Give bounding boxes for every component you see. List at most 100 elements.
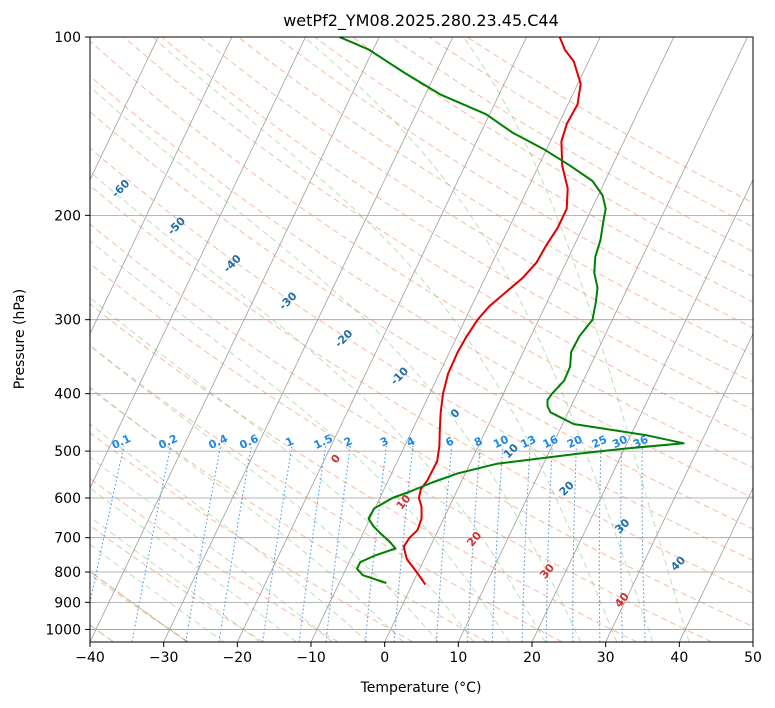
x-tick-label: −30 xyxy=(149,650,179,666)
dry-adiabat xyxy=(352,37,753,277)
dry-adiabat xyxy=(90,303,638,642)
dry-adiabat-label: -20 xyxy=(332,327,355,350)
mixing-ratio-line xyxy=(262,445,293,642)
y-tick-label: 700 xyxy=(54,531,81,547)
mixing-ratio-line xyxy=(572,445,577,642)
y-tick-label: 200 xyxy=(54,208,81,224)
moist-adiabat xyxy=(90,543,225,642)
isotherm xyxy=(457,37,748,642)
moist-adiabat xyxy=(463,37,690,642)
moist-adiabat xyxy=(90,423,369,642)
x-tick-label: 0 xyxy=(380,650,389,666)
wet-bulb-curve xyxy=(90,570,188,642)
mixing-ratio-label: 1 xyxy=(283,434,295,449)
isotherm xyxy=(90,37,380,642)
y-tick-label: 100 xyxy=(54,30,81,46)
moist-adiabat-label: 0 xyxy=(328,452,343,466)
mixing-ratio-label: 20 xyxy=(565,433,585,451)
mixing-ratio-label: 0.2 xyxy=(157,432,180,452)
dewpoint-trace xyxy=(339,37,685,584)
x-tick-label: −10 xyxy=(296,650,326,666)
mixing-ratio-label: 25 xyxy=(590,433,609,451)
isotherm xyxy=(163,37,454,642)
x-tick-label: 50 xyxy=(744,650,762,666)
isotherm xyxy=(236,37,527,642)
x-axis-label: Temperature (°C) xyxy=(360,680,482,696)
mixing-ratio-line xyxy=(435,445,453,642)
y-tick-label: 900 xyxy=(54,595,81,611)
dry-adiabat xyxy=(466,37,753,204)
moist-adiabat xyxy=(303,37,654,642)
dry-adiabat xyxy=(276,37,753,329)
moist-adiabat xyxy=(90,86,582,642)
x-tick-label: 40 xyxy=(670,650,688,666)
x-tick-label: 10 xyxy=(449,650,467,666)
dry-adiabat xyxy=(237,37,753,356)
dry-adiabat xyxy=(90,184,753,594)
plot-frame xyxy=(89,36,754,643)
mixing-ratio-line xyxy=(393,445,414,642)
dry-adiabat-label: -70 xyxy=(53,139,76,162)
moist-adiabat xyxy=(90,571,188,642)
isotherm xyxy=(90,37,233,335)
mixing-ratio-label: 0.4 xyxy=(207,432,230,452)
dry-adiabat xyxy=(90,573,190,642)
mixing-ratio-line xyxy=(364,445,387,642)
dry-adiabat xyxy=(90,387,488,642)
isotherm xyxy=(90,37,306,489)
mixing-ratio-label: 0.6 xyxy=(237,432,260,452)
y-tick-label: 1000 xyxy=(45,622,81,638)
mixing-ratio-line xyxy=(218,445,252,642)
mixing-ratio-label: 3 xyxy=(378,434,390,449)
y-tick-label: 400 xyxy=(54,387,81,403)
y-tick-label: 500 xyxy=(54,444,81,460)
y-axis-label: Pressure (hPa) xyxy=(12,289,28,389)
mixing-ratio-line xyxy=(325,445,351,642)
dry-adiabat xyxy=(90,477,339,642)
mixing-ratio-label: 2 xyxy=(342,434,354,449)
moist-adiabat xyxy=(90,487,297,642)
isotherm xyxy=(752,641,753,642)
dry-adiabat-label: 0 xyxy=(448,406,463,421)
mixing-ratio-label: 13 xyxy=(519,433,538,451)
dry-adiabat xyxy=(199,37,753,383)
moist-adiabat xyxy=(90,516,261,642)
mixing-ratio-line xyxy=(521,445,531,642)
mixing-ratio-line xyxy=(491,445,504,642)
y-tick-label: 300 xyxy=(54,313,81,329)
x-tick-label: 30 xyxy=(597,650,615,666)
mixing-ratio-label: 30 xyxy=(610,433,630,451)
mixing-ratio-label: 6 xyxy=(444,434,457,449)
moist-adiabat xyxy=(90,297,475,642)
x-tick-label: 20 xyxy=(523,650,541,666)
mixing-ratio-line xyxy=(620,445,623,642)
mixing-ratio-line xyxy=(467,445,481,642)
temperature-trace xyxy=(402,37,582,586)
mixing-ratio-line xyxy=(131,445,172,642)
mixing-ratio-line xyxy=(641,445,646,642)
dry-adiabat xyxy=(161,37,753,411)
moist-adiabat xyxy=(90,386,404,642)
moist-adiabat xyxy=(90,171,546,642)
dry-adiabat-label: -60 xyxy=(109,177,132,200)
mixing-ratio-label: 10 xyxy=(491,433,511,451)
isotherm xyxy=(90,37,159,181)
mixing-ratio-line xyxy=(598,445,602,642)
dry-adiabat xyxy=(123,37,753,440)
mixing-ratio-label: 0.1 xyxy=(110,432,133,452)
dry-adiabat xyxy=(90,525,264,642)
mixing-ratio-label: 4 xyxy=(405,434,418,449)
mixing-ratio-line xyxy=(298,445,327,642)
moist-adiabat xyxy=(90,240,510,642)
y-tick-label: 800 xyxy=(54,565,81,581)
chart-title: wetPf2_YM08.2025.280.23.45.C44 xyxy=(283,11,559,31)
x-tick-label: −40 xyxy=(75,650,105,666)
dry-adiabat-label: 20 xyxy=(557,478,577,498)
dry-adiabat xyxy=(90,223,753,628)
dry-adiabat xyxy=(90,345,563,642)
dry-adiabat-label: -30 xyxy=(276,289,299,312)
moist-adiabat xyxy=(90,456,333,642)
isotherm xyxy=(384,37,675,642)
mixing-ratio-line xyxy=(545,445,553,642)
